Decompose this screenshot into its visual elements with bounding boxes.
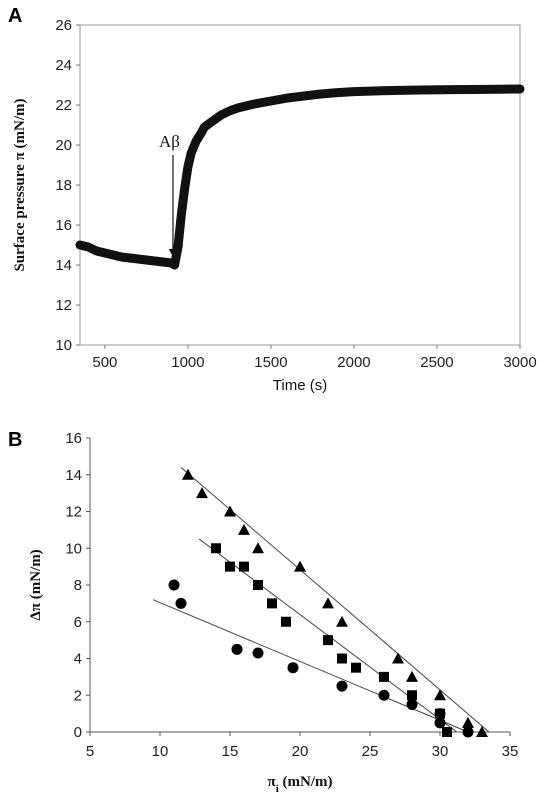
y-tick-label: 10 <box>65 540 82 557</box>
panel-b-y-ticks: 0 2 4 6 8 10 12 14 16 <box>65 430 90 741</box>
triangle-point <box>322 597 334 609</box>
triangle-point <box>252 542 264 554</box>
square-point <box>337 653 347 664</box>
y-tick-label: 6 <box>74 614 82 631</box>
annotation-abeta-label: Aβ <box>159 132 180 151</box>
circle-point <box>462 726 474 738</box>
panel-b-series <box>168 468 488 738</box>
y-tick-label: 18 <box>55 177 72 194</box>
panel-a-annotation: Aβ <box>159 132 180 257</box>
y-tick-label: 10 <box>55 337 72 354</box>
triangle-point <box>406 670 418 682</box>
triangle-point <box>196 487 208 499</box>
triangle-point <box>294 560 306 572</box>
circle-point <box>175 597 187 609</box>
x-tick-label: 1500 <box>254 354 287 371</box>
y-tick-label: 14 <box>55 257 72 274</box>
x-tick-label: 20 <box>292 743 309 760</box>
panel-a-y-axis-title: Surface pressure π (mN/m) <box>12 98 28 271</box>
y-tick-label: 14 <box>65 467 82 484</box>
square-point <box>323 635 333 646</box>
square-point <box>225 561 235 572</box>
x-tick-label: 2000 <box>337 354 370 371</box>
y-tick-label: 12 <box>55 297 72 314</box>
square-point <box>442 727 452 737</box>
x-tick-label: 35 <box>502 743 519 760</box>
panel-a-plot-area <box>79 24 521 346</box>
square-point <box>239 561 249 572</box>
circle-point <box>231 643 243 655</box>
surface-pressure-trace <box>75 84 525 270</box>
x-tick-label: 5 <box>86 743 94 760</box>
x-tick-label: 2500 <box>420 354 453 371</box>
triangle-fit-line <box>180 467 490 733</box>
circle-point <box>336 680 348 692</box>
square-point <box>379 671 389 682</box>
circle-point <box>378 689 390 701</box>
y-tick-label: 22 <box>55 97 72 114</box>
x-tick-label: 1000 <box>171 354 204 371</box>
panel-b-y-axis-title: Δπ (mN/m) <box>28 549 44 620</box>
panel-b-x-ticks: 5 10 15 20 25 30 35 <box>86 732 519 760</box>
x-tick-label: 30 <box>432 743 449 760</box>
y-tick-label: 4 <box>74 651 82 668</box>
y-tick-label: 26 <box>55 17 72 34</box>
triangle-point <box>392 652 404 664</box>
circle-point <box>287 662 299 674</box>
y-tick-label: 2 <box>74 687 82 704</box>
y-tick-label: 8 <box>74 577 82 594</box>
x-tick-label: 500 <box>92 354 117 371</box>
circle-point <box>406 698 418 710</box>
panel-a-label: A <box>8 5 22 27</box>
y-tick-label: 16 <box>55 217 72 234</box>
annotation-arrow-head <box>168 249 177 257</box>
circle-point <box>434 717 446 729</box>
y-tick-label: 20 <box>55 137 72 154</box>
panel-a-series <box>75 84 525 270</box>
y-tick-label: 24 <box>55 57 72 74</box>
y-tick-label: 16 <box>65 430 82 447</box>
panel-b-label: B <box>8 429 22 451</box>
triangle-point <box>224 505 236 517</box>
triangle-point <box>476 726 488 737</box>
panel-a-x-ticks: 500 1000 1500 2000 2500 3000 <box>92 345 537 371</box>
x-tick-label: 25 <box>362 743 379 760</box>
square-point <box>267 598 277 609</box>
circle-fit-line <box>152 599 469 733</box>
x-tick-label: 3000 <box>503 354 536 371</box>
triangle-point <box>182 468 194 480</box>
square-point <box>407 690 417 701</box>
y-tick-label: 12 <box>65 504 82 521</box>
triangle-point <box>434 689 446 701</box>
circle-point <box>168 579 180 591</box>
square-point <box>211 543 221 554</box>
circle-point <box>252 647 264 659</box>
x-tick-label: 10 <box>152 743 169 760</box>
panel-a-x-axis-title: Time (s) <box>273 377 327 394</box>
x-tick-label: 15 <box>222 743 239 760</box>
square-point <box>281 616 291 627</box>
panel-a-chart: A 10 12 14 16 18 20 22 24 26 500 1000 1500 2000 2500… <box>8 5 537 394</box>
panel-a-y-ticks: 10 12 14 16 18 20 22 24 26 <box>55 17 80 354</box>
circle-point <box>434 708 446 720</box>
y-tick-label: 0 <box>74 724 82 741</box>
square-point <box>351 662 361 673</box>
triangle-point <box>238 523 250 535</box>
triangle-point <box>336 615 348 627</box>
triangle-point <box>462 716 474 728</box>
square-point <box>253 580 263 590</box>
panel-b-x-axis-title: πi (mN/m) <box>267 774 332 795</box>
